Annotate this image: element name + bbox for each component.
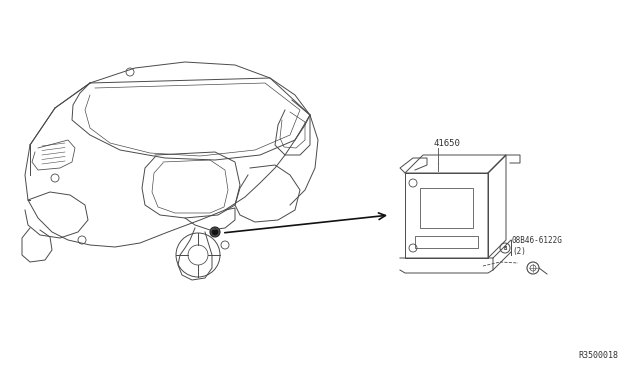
- Circle shape: [212, 229, 218, 235]
- Text: B: B: [504, 246, 507, 250]
- Text: 41650: 41650: [433, 139, 460, 148]
- Text: 08B46-6122G
(2): 08B46-6122G (2): [512, 236, 563, 256]
- Text: R3500018: R3500018: [578, 351, 618, 360]
- Circle shape: [210, 227, 220, 237]
